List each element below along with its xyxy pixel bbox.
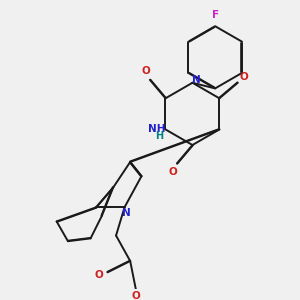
Text: O: O <box>239 72 248 82</box>
Text: O: O <box>168 167 177 177</box>
Text: F: F <box>212 11 219 20</box>
Text: H: H <box>155 131 163 141</box>
Text: O: O <box>141 66 150 76</box>
Text: N: N <box>122 208 130 218</box>
Text: NH: NH <box>148 124 165 134</box>
Text: O: O <box>131 290 140 300</box>
Text: O: O <box>95 270 103 280</box>
Text: N: N <box>192 75 201 85</box>
